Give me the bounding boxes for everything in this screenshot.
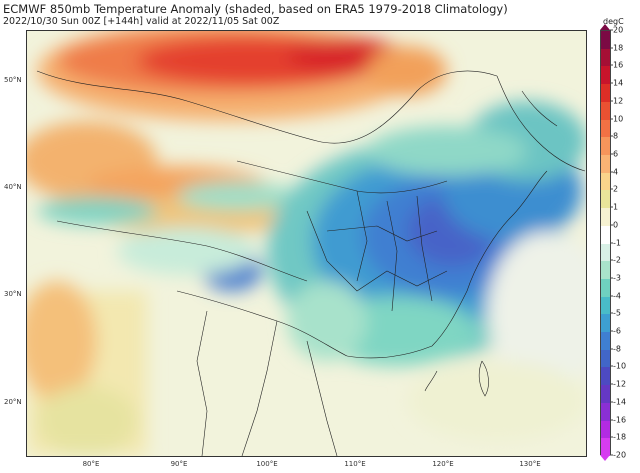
- colorbar-tick-label: -16: [609, 415, 627, 425]
- lon-label: 90°E: [170, 460, 188, 468]
- colorbar-tick-label: -14: [609, 397, 627, 407]
- colorbar-tick-label: 4: [609, 167, 619, 177]
- lat-label: 20°N: [4, 398, 22, 406]
- political-boundaries: [36, 70, 586, 456]
- colorbar-segment: [601, 172, 610, 191]
- colorbar-tick-label: -2: [610, 255, 621, 265]
- colorbar-segment: [601, 402, 610, 422]
- colorbar-segment: [601, 208, 610, 227]
- colorbar-tick-label: -10: [609, 361, 627, 371]
- anomaly-shading: [27, 31, 586, 456]
- colorbar-tick-label: 14: [609, 78, 624, 88]
- colorbar-segment: [601, 66, 610, 85]
- lon-label: 80°E: [82, 460, 100, 468]
- colorbar-segment: [601, 243, 610, 262]
- colorbar-segment: [601, 420, 610, 439]
- colorbar-top-arrow: [600, 24, 610, 30]
- colorbar-tick-label: -18: [609, 432, 627, 442]
- colorbar-tick-label: 20: [609, 25, 624, 35]
- colorbar-segment: [601, 154, 610, 174]
- colorbar-tick-label: 0: [609, 220, 619, 230]
- lon-label: 130°E: [519, 460, 541, 468]
- colorbar-segment: [601, 137, 610, 156]
- colorbar-segment: [601, 101, 610, 121]
- colorbar-segment: [601, 278, 610, 298]
- colorbar-segment: [601, 349, 610, 368]
- lat-label: 40°N: [4, 183, 22, 191]
- colorbar-tick-label: 8: [609, 131, 619, 141]
- colorbar-segment: [601, 438, 610, 457]
- colorbar-tick-label: 16: [609, 60, 624, 70]
- colorbar-tick-label: -8: [610, 344, 621, 354]
- colorbar-segment: [601, 385, 610, 404]
- lat-label: 50°N: [4, 76, 22, 84]
- colorbar-tick-label: -4: [610, 291, 621, 301]
- colorbar-bottom-arrow: [600, 455, 610, 461]
- map-canvas: [27, 31, 586, 456]
- colorbar-tick-label: 1: [609, 202, 619, 212]
- colorbar-segment: [601, 261, 610, 280]
- colorbar-segment: [601, 225, 610, 244]
- map-title: ECMWF 850mb Temperature Anomaly (shaded,…: [3, 2, 508, 16]
- colorbar-unit: degC: [603, 17, 624, 26]
- colorbar-tick-label: -6: [610, 326, 621, 336]
- colorbar-segment: [601, 296, 610, 315]
- lat-label: 30°N: [4, 290, 22, 298]
- colorbar-tick-label: 10: [609, 114, 624, 124]
- colorbar-tick-label: -1: [610, 238, 621, 247]
- lon-label: 100°E: [256, 460, 278, 468]
- colorbar-tick-label: -20: [609, 450, 627, 460]
- colorbar-tick-label: 12: [609, 96, 624, 106]
- temperature-anomaly-map: [26, 30, 587, 457]
- colorbar-tick-label: 6: [609, 149, 619, 159]
- map-subtitle: 2022/10/30 Sun 00Z [+144h] valid at 2022…: [3, 16, 280, 27]
- colorbar-segment: [601, 31, 610, 50]
- colorbar-tick-label: 2: [609, 184, 619, 194]
- colorbar-tick-label: 18: [609, 43, 624, 53]
- colorbar-segment: [601, 332, 610, 351]
- lon-label: 110°E: [344, 460, 366, 468]
- colorbar-segment: [601, 190, 610, 209]
- colorbar-segment: [601, 367, 610, 386]
- colorbar-segment: [601, 84, 610, 103]
- colorbar-tick-label: -12: [609, 379, 627, 389]
- colorbar-segment: [601, 119, 610, 138]
- lon-label: 120°E: [432, 460, 454, 468]
- colorbar-segment: [601, 48, 610, 67]
- colorbar-tick-label: -5: [610, 308, 621, 318]
- colorbar-tick-label: -3: [610, 273, 621, 283]
- colorbar-segment: [601, 314, 610, 333]
